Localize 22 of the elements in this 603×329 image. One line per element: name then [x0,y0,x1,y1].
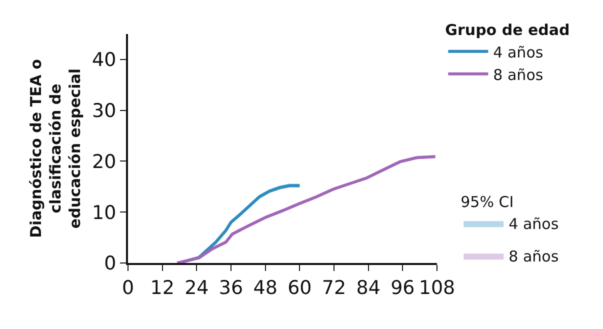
x-tick-label: 60 [288,276,312,299]
x-tick-label: 36 [218,276,244,299]
x-tick-label: 48 [253,276,278,299]
x-tick-label: 24 [184,276,209,299]
x-tick-label: 108 [418,276,456,299]
legend-label: 8 años [508,248,559,266]
x-tick-label: 0 [122,276,134,299]
text: 95% CI [460,192,514,211]
x-tick-label: 12 [150,276,174,299]
y-tick-label: 10 [92,202,116,224]
y-tick-label: 0 [104,252,116,275]
text: 4 años [493,43,544,62]
x-tick-label: 72 [322,276,346,299]
legend-title: Grupo de edad [445,21,570,40]
x-tick-label: 84 [356,276,380,299]
text: 8 años [493,66,544,84]
legend-label: 4 años [508,215,559,234]
x-tick-label: 96 [390,276,415,299]
y-axis-title: Diagnóstico de TEA o clasificación de educación especial [26,59,84,238]
y-tick-label: 20 [92,150,116,173]
y-tick-label: 30 [92,100,116,122]
y-tick-label: 40 [92,49,116,72]
